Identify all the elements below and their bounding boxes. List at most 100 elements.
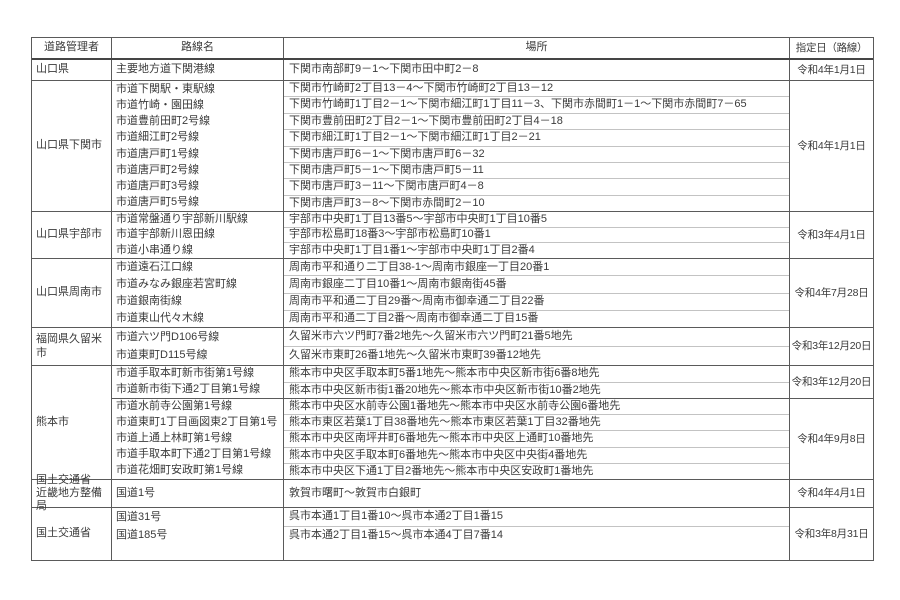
group-section: 市道手取本町新市街第1号線 市道新市街下通2丁目第1号線 熊本市中央区手取本町5番1…: [112, 366, 873, 398]
route-cell: 市道唐戸町5号線: [116, 196, 200, 209]
table-group: 山口県下関市 市道下関駅・東駅線 市道竹崎・園田線 市道豊前田町2号線 市道細江町2号線…: [32, 80, 873, 211]
manager-cell: 国土交通省 近畿地方整備局: [32, 474, 112, 512]
designation-date-cell: 令和3年12月20日: [791, 340, 872, 353]
table-group: 山口県宇部市 市道常盤通り宇部新川駅線 市道宇部新川恩田線 市道小串通り線 宇部市中央町…: [32, 211, 873, 258]
table-group: 国土交通省 国道31号 国道185号 呉市本通1丁目1番10～呉市本通2丁目1番15 呉…: [32, 507, 873, 560]
manager-name: 福岡県久留米市: [36, 333, 102, 359]
table-group: 山口県周南市 市道遠石江口線 市道みなみ銀座若宮町線 市道銀南街線 市道東山代々木線 周南…: [32, 258, 873, 327]
header-cell-road-manager: 道路管理者: [32, 38, 112, 58]
table-header-row: 道路管理者 路線名 場所 指定日（路線）: [32, 38, 873, 60]
designation-date-cell: 令和4年1月1日: [797, 139, 866, 152]
route-column: 国道1号: [112, 480, 284, 507]
place-cell: 周南市銀座二丁目10番1～周南市銀南街45番: [284, 276, 789, 294]
route-cell: 市道銀南街線: [116, 294, 182, 307]
route-cell: 市道みなみ銀座若宮町線: [116, 277, 237, 290]
route-cell: 市道宇部新川恩田線: [116, 228, 215, 241]
route-column: 市道水前寺公園第1号線 市道東町1丁目画図東2丁目第1号 市道上通上林町第1号線 市道…: [112, 399, 284, 479]
route-column: 市道手取本町新市街第1号線 市道新市街下通2丁目第1号線: [112, 366, 284, 398]
place-cell: 下関市南部町9－1～下関市田中町2－8: [289, 63, 479, 76]
place-cell: 周南市平和通り二丁目38-1～周南市銀座一丁目20番1: [284, 259, 789, 277]
place-cell: 周南市平和通二丁目2番～周南市御幸通二丁目15番: [289, 312, 539, 325]
place-column: 呉市本通1丁目1番10～呉市本通2丁目1番15 呉市本通2丁目1番15～呉市本通4…: [284, 508, 790, 560]
designation-date-cell: 令和4年1月1日: [797, 63, 866, 76]
table-body: 山口県 主要地方道下関港線 下関市南部町9－1～下関市田中町2－8 令和4年1月1日山…: [32, 60, 873, 560]
table-group: 山口県 主要地方道下関港線 下関市南部町9－1～下関市田中町2－8 令和4年1月1日: [32, 60, 873, 80]
place-column: 宇部市中央町1丁目13番5～宇部市中央町1丁目10番5 宇部市松島町18番3～宇部…: [284, 212, 790, 258]
place-cell: 久留米市六ツ門町7番2地先～久留米市六ツ門町21番5地先: [284, 328, 789, 347]
route-cell: 国道31号: [116, 510, 162, 523]
manager-name: 熊本市: [36, 415, 69, 428]
header-cell-route-name: 路線名: [112, 38, 284, 58]
route-cell: 市道常盤通り宇部新川駅線: [116, 213, 248, 226]
group-sections: 国道31号 国道185号 呉市本通1丁目1番10～呉市本通2丁目1番15 呉市本通2丁…: [112, 508, 873, 560]
route-cell: 市道手取本町新市街第1号線: [116, 367, 255, 380]
group-sections: 市道手取本町新市街第1号線 市道新市街下通2丁目第1号線 熊本市中央区手取本町5番1…: [112, 366, 873, 479]
place-cell: 宇部市中央町1丁目1番1～宇部市中央町1丁目2番4: [289, 244, 535, 257]
designation-date-cell: 令和4年4月1日: [797, 487, 866, 500]
route-cell: 国道1号: [116, 486, 156, 499]
route-cell: 市道豊前田町2号線: [116, 115, 211, 128]
group-section: 市道六ツ門D106号線 市道東町D115号線 久留米市六ツ門町7番2地先～久留米市六…: [112, 328, 873, 365]
route-cell: 市道唐戸町2号線: [116, 163, 200, 176]
route-cell: 市道東町1丁目画図東2丁目第1号: [116, 416, 278, 429]
place-cell: 宇部市中央町1丁目13番5～宇部市中央町1丁目10番5: [284, 212, 789, 228]
route-cell: 市道上通上林町第1号線: [116, 432, 233, 445]
designation-date-cell: 令和4年7月28日: [794, 286, 869, 299]
table-group: 福岡県久留米市 市道六ツ門D106号線 市道東町D115号線 久留米市六ツ門町7番2地…: [32, 327, 873, 365]
route-column: 市道常盤通り宇部新川駅線 市道宇部新川恩田線 市道小串通り線: [112, 212, 284, 258]
group-sections: 主要地方道下関港線 下関市南部町9－1～下関市田中町2－8 令和4年1月1日: [112, 60, 873, 80]
place-cell: 下関市竹崎町1丁目2－1～下関市細江町1丁目11－3、下関市赤間町1－1～下関市…: [284, 97, 789, 114]
place-cell: 熊本市東区若葉1丁目38番地先～熊本市東区若葉1丁目32番地先: [284, 415, 789, 432]
place-column: 下関市竹崎町2丁目13－4～下関市竹崎町2丁目13－12 下関市竹崎町1丁目2－1…: [284, 81, 790, 211]
manager-name: 近畿地方整備局: [36, 486, 102, 513]
route-cell: 市道東山代々木線: [116, 311, 204, 324]
manager-name: 山口県下関市: [36, 139, 102, 152]
place-cell: 下関市唐戸町3－11～下関市唐戸町4－8: [284, 179, 789, 196]
route-cell: 市道唐戸町1号線: [116, 147, 200, 160]
route-cell: 市道新市街下通2丁目第1号線: [116, 383, 261, 396]
group-sections: 市道六ツ門D106号線 市道東町D115号線 久留米市六ツ門町7番2地先～久留米市六…: [112, 328, 873, 365]
place-cell: 敦賀市曙町～敦賀市白銀町: [289, 486, 421, 499]
route-cell: 市道花畑町安政町第1号線: [116, 464, 244, 477]
place-column: 熊本市中央区手取本町5番1地先～熊本市中央区新市街6番8地先 熊本市中央区新市街1…: [284, 366, 790, 398]
header-cell-designation-date: 指定日（路線）: [795, 41, 868, 54]
route-cell: 市道竹崎・園田線: [116, 98, 204, 111]
place-cell: 熊本市中央区新市街1番20地先～熊本市中央区新市街10番2地先: [289, 383, 601, 396]
place-cell: 呉市本通1丁目1番10～呉市本通2丁目1番15: [284, 508, 789, 527]
place-column: 熊本市中央区水前寺公園1番地先～熊本市中央区水前寺公園6番地先 熊本市東区若葉1丁…: [284, 399, 790, 479]
place-column: 周南市平和通り二丁目38-1～周南市銀座一丁目20番1 周南市銀座二丁目10番1～…: [284, 259, 790, 327]
manager-cell: 熊本市: [32, 366, 112, 479]
place-cell: 下関市唐戸町6－1～下関市唐戸町6－32: [284, 147, 789, 163]
manager-cell: 福岡県久留米市: [32, 328, 112, 365]
route-column: 市道下関駅・東駅線 市道竹崎・園田線 市道豊前田町2号線 市道細江町2号線 市道唐戸町1…: [112, 81, 284, 211]
place-cell: 熊本市中央区手取本町5番1地先～熊本市中央区新市街6番8地先: [284, 366, 789, 383]
group-sections: 国道1号 敦賀市曙町～敦賀市白銀町 令和4年4月1日: [112, 480, 873, 507]
route-column: 主要地方道下関港線: [112, 60, 284, 80]
table-group: 国土交通省 近畿地方整備局 国道1号 敦賀市曙町～敦賀市白銀町 令和4年4月1日: [32, 474, 873, 512]
manager-cell: 山口県: [32, 60, 112, 80]
manager-cell: 山口県下関市: [32, 81, 112, 211]
place-cell: 下関市細江町1丁目2－1～下関市細江町1丁目2－21: [284, 130, 789, 147]
place-cell: 熊本市中央区下通1丁目2番地先～熊本市中央区安政町1番地先: [289, 464, 594, 477]
manager-name: 国土交通省: [36, 473, 91, 486]
place-cell: 呉市本通2丁目1番15～呉市本通4丁目7番14: [289, 529, 503, 542]
designation-date-cell: 令和3年8月31日: [794, 527, 869, 540]
manager-cell: 国土交通省: [32, 508, 112, 560]
designation-date-cell: 令和4年9月8日: [797, 432, 866, 445]
group-sections: 市道常盤通り宇部新川駅線 市道宇部新川恩田線 市道小串通り線 宇部市中央町1丁目13番…: [112, 212, 873, 258]
route-column: 市道遠石江口線市道みなみ銀座若宮町線 市道銀南街線市道東山代々木線: [112, 259, 284, 327]
group-sections: 市道遠石江口線 市道みなみ銀座若宮町線 市道銀南街線 市道東山代々木線 周南市平和通り二…: [112, 259, 873, 327]
manager-name: 国土交通省: [36, 527, 91, 540]
group-section: 国道31号 国道185号 呉市本通1丁目1番10～呉市本通2丁目1番15 呉市本通2丁…: [112, 508, 873, 560]
route-column: 国道31号 国道185号: [112, 508, 284, 560]
route-cell: 市道下関駅・東駅線: [116, 82, 215, 95]
place-column: 敦賀市曙町～敦賀市白銀町: [284, 480, 790, 507]
route-cell: 主要地方道下関港線: [116, 63, 215, 76]
group-sections: 市道下関駅・東駅線 市道竹崎・園田線 市道豊前田町2号線 市道細江町2号線 市道唐戸町1…: [112, 81, 873, 211]
route-cell: 市道小串通り線: [116, 243, 193, 256]
route-cell: 市道水前寺公園第1号線: [116, 400, 233, 413]
route-cell: 市道手取本町下通2丁目第1号線: [116, 448, 272, 461]
route-cell: 市道遠石江口線: [116, 260, 193, 273]
place-cell: 周南市平和通二丁目29番～周南市御幸通二丁目22番: [284, 294, 789, 311]
